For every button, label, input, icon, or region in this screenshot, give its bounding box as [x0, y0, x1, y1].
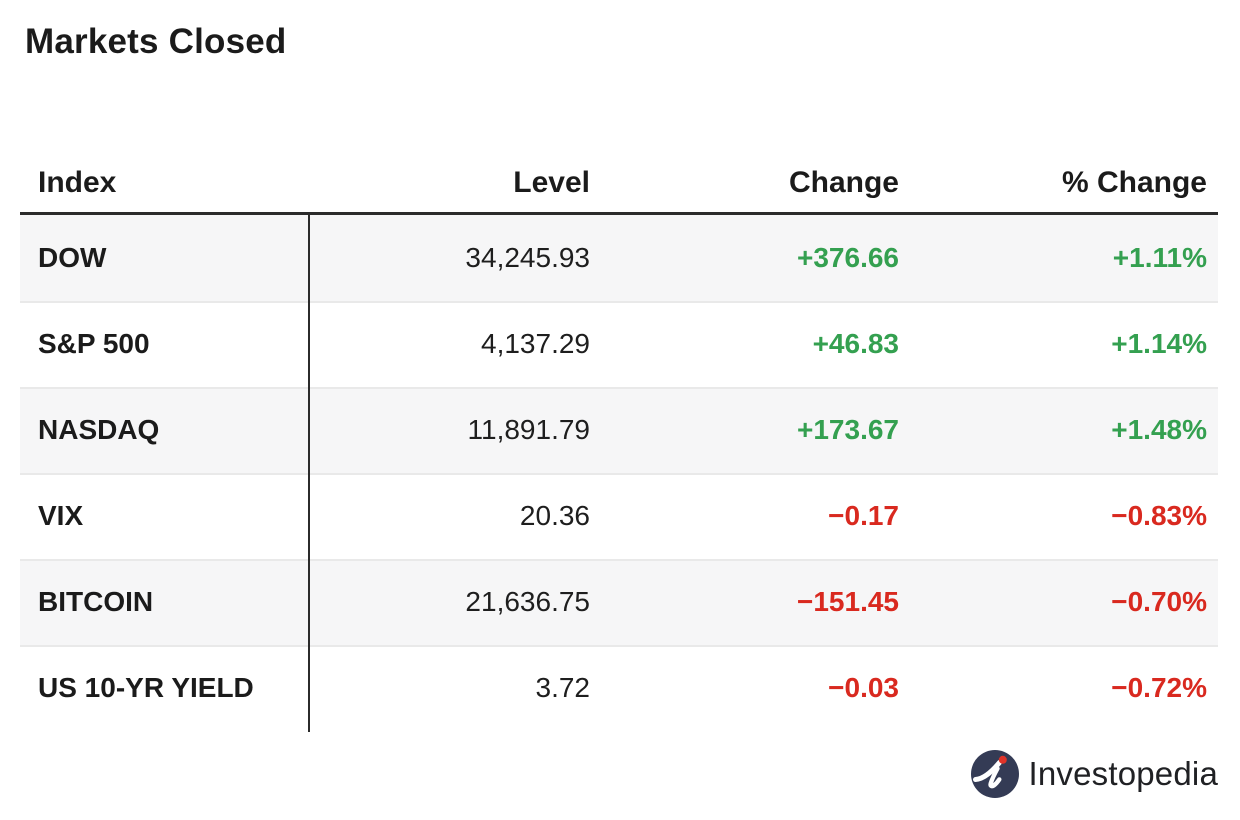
table-row-us10yr: US 10-YR YIELD 3.72 −0.03 −0.72% — [20, 645, 1218, 731]
change-cell: +376.66 — [797, 242, 899, 273]
table-row-vix: VIX 20.36 −0.17 −0.83% — [20, 473, 1218, 559]
pct-change-cell: −0.83% — [1111, 500, 1207, 531]
pct-change-cell: −0.72% — [1111, 672, 1207, 703]
change-cell: +173.67 — [797, 414, 899, 445]
index-cell: BITCOIN — [38, 586, 154, 617]
table-row-nasdaq: NASDAQ 11,891.79 +173.67 +1.48% — [20, 387, 1218, 473]
level-cell: 20.36 — [519, 500, 590, 531]
index-cell: S&P 500 — [38, 328, 150, 359]
level-cell: 34,245.93 — [465, 242, 590, 273]
level-cell: 21,636.75 — [465, 586, 590, 617]
index-cell: NASDAQ — [38, 414, 160, 445]
column-header-level: Level — [513, 166, 590, 199]
level-cell: 4,137.29 — [481, 328, 590, 359]
index-cell: US 10-YR YIELD — [38, 672, 254, 703]
change-cell: −0.17 — [828, 500, 899, 531]
table-row-dow: DOW 34,245.93 +376.66 +1.11% — [20, 215, 1218, 301]
page-title: Markets Closed — [25, 22, 287, 61]
change-cell: −0.03 — [828, 672, 899, 703]
pct-change-cell: +1.11% — [1112, 242, 1207, 273]
brand-name: Investopedia — [1028, 755, 1218, 792]
brand-lockup: Investopedia — [971, 750, 1218, 798]
index-cell: VIX — [38, 500, 84, 531]
level-cell: 11,891.79 — [467, 414, 591, 445]
change-cell: −151.45 — [797, 586, 899, 617]
table-header-row: Index Level Change % Change — [20, 140, 1218, 215]
pct-change-cell: +1.14% — [1111, 328, 1207, 359]
table-row-sp500: S&P 500 4,137.29 +46.83 +1.14% — [20, 301, 1218, 387]
investopedia-circle-i-icon — [971, 750, 1020, 798]
index-column-divider — [308, 215, 310, 732]
table-body: DOW 34,245.93 +376.66 +1.11% S&P 500 4,1… — [20, 215, 1218, 732]
markets-table: Index Level Change % Change DOW 34,245.9… — [20, 140, 1218, 732]
pct-change-cell: +1.48% — [1111, 414, 1207, 445]
table-row-bitcoin: BITCOIN 21,636.75 −151.45 −0.70% — [20, 559, 1218, 645]
level-cell: 3.72 — [535, 672, 591, 703]
column-header-index: Index — [38, 166, 117, 199]
index-cell: DOW — [38, 242, 107, 273]
change-cell: +46.83 — [812, 328, 899, 359]
column-header-pct-change: % Change — [1061, 166, 1207, 199]
column-header-change: Change — [788, 166, 899, 199]
pct-change-cell: −0.70% — [1111, 586, 1207, 617]
